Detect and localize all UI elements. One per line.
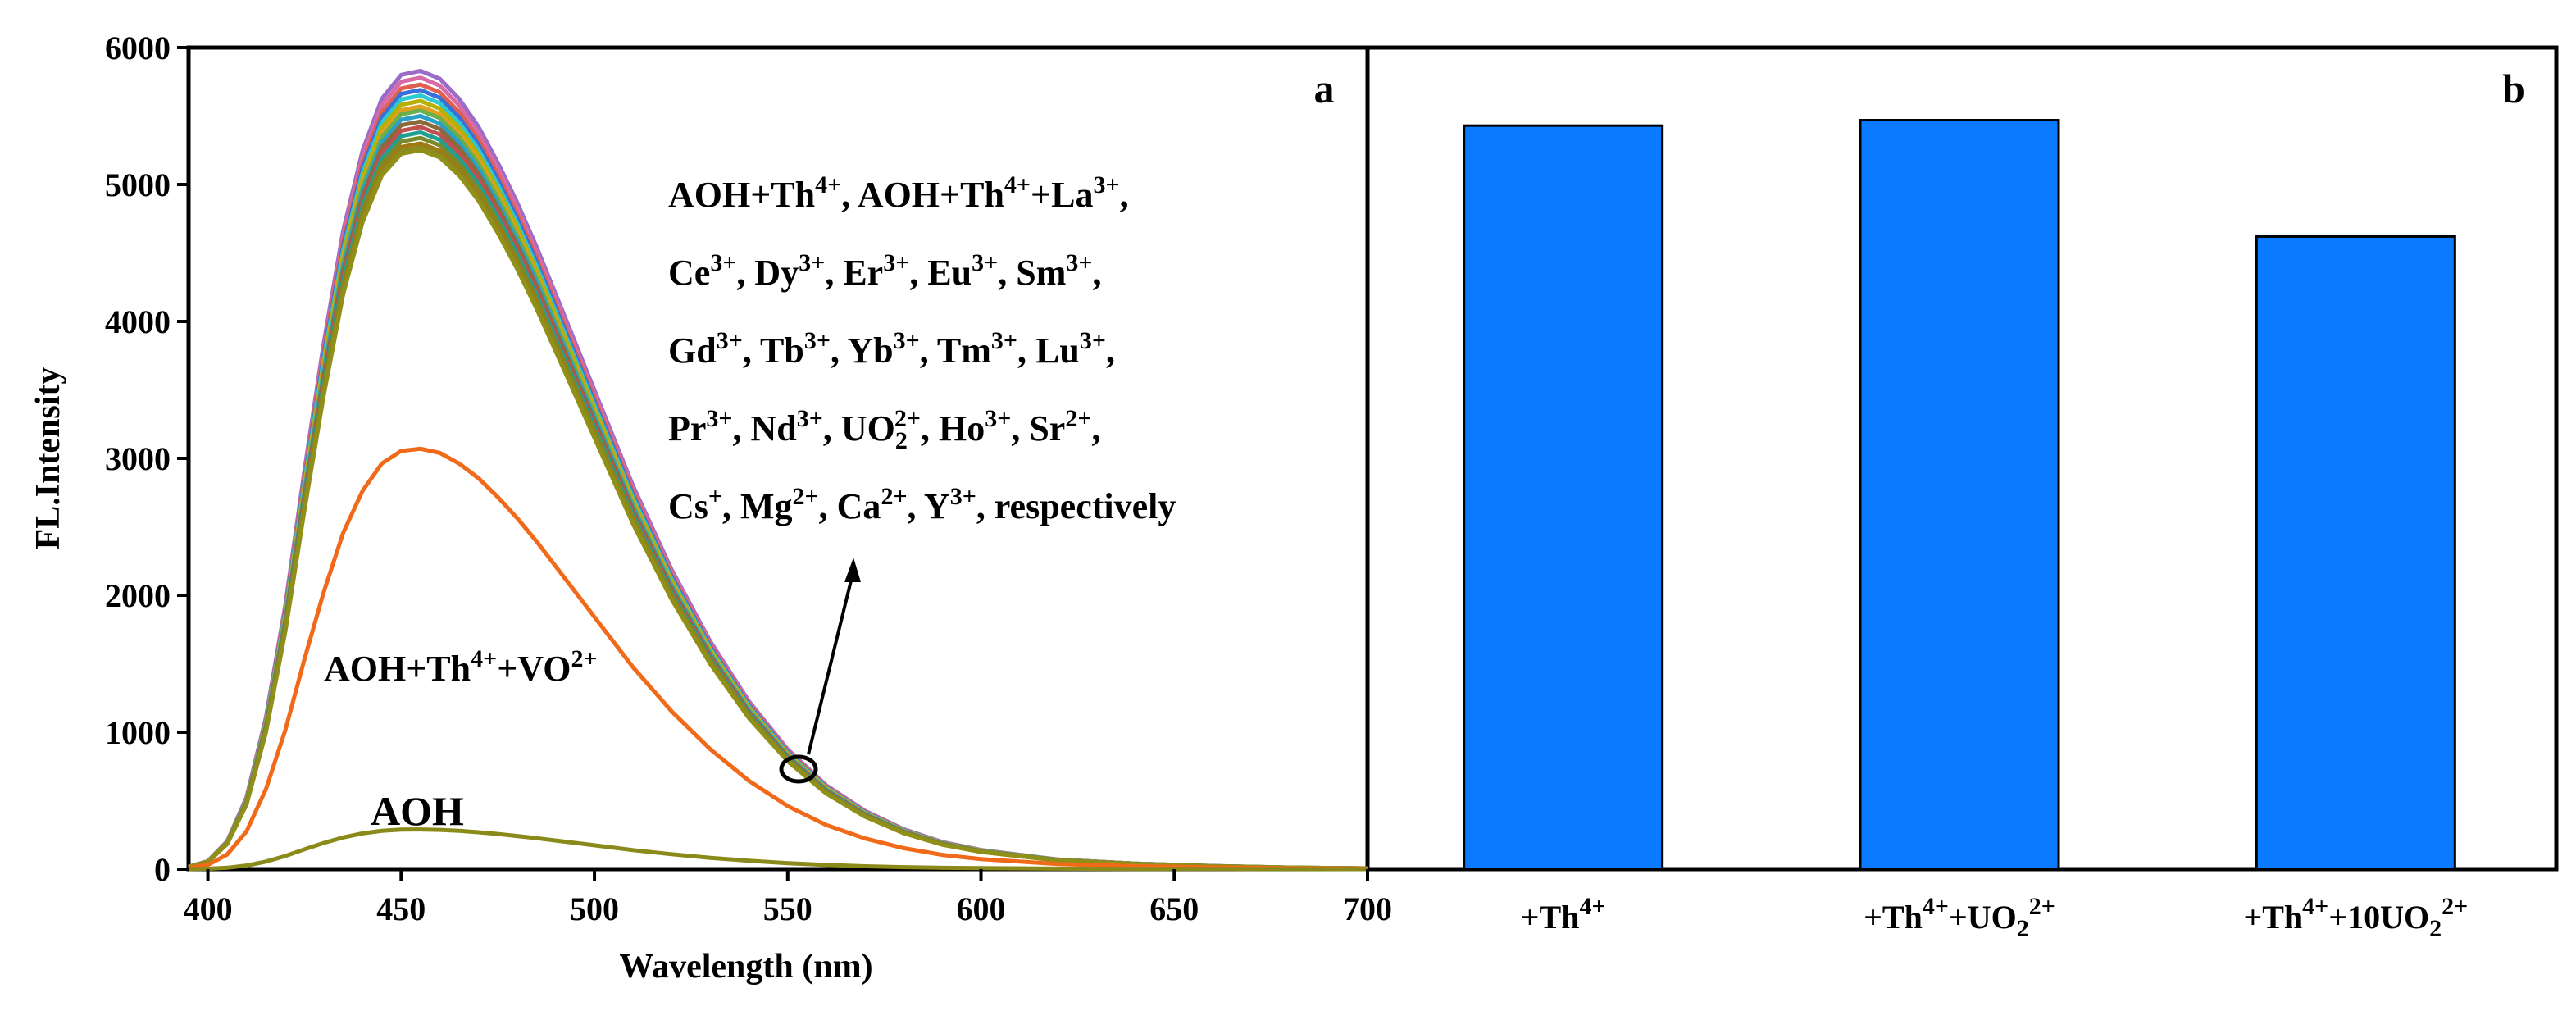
axes-layer-a: 400 450 500 550 600 650 700 0 1000 2000 3000 4000 50… bbox=[105, 30, 1392, 927]
x-tick-label: 650 bbox=[1149, 890, 1199, 927]
bar-category-label: +Th4++UO22+ bbox=[1864, 893, 2055, 942]
y-tick-label: 4000 bbox=[105, 303, 171, 340]
y-tick-label: 6000 bbox=[105, 30, 171, 66]
y-axis-label: FL.Intensity bbox=[30, 367, 67, 550]
y-tick-label: 3000 bbox=[105, 440, 171, 477]
callout-arrow-head bbox=[844, 558, 861, 582]
ion-list-line: Pr3+, Nd3+, UO22+, Ho3+, Sr2+, bbox=[668, 405, 1100, 454]
panel-label-b: b bbox=[2502, 66, 2525, 112]
annotation-vo: AOH+Th4++VO2+ bbox=[324, 645, 598, 689]
x-tick-label: 600 bbox=[957, 890, 1006, 927]
x-tick-label: 550 bbox=[763, 890, 812, 927]
spectrum-line-vo bbox=[188, 446, 1368, 871]
ion-list-line: Ce3+, Dy3+, Er3+, Eu3+, Sm3+, bbox=[668, 249, 1101, 293]
y-tick-label: 5000 bbox=[105, 166, 171, 203]
bar-category-label: +Th4++10UO22+ bbox=[2243, 893, 2468, 942]
bar bbox=[1463, 124, 1664, 871]
x-tick-label: 450 bbox=[376, 890, 426, 927]
bar bbox=[1859, 119, 2060, 871]
ion-list-annotation: AOH+Th4+, AOH+Th4++La3+, Ce3+, Dy3+, Er3+… bbox=[668, 171, 1176, 526]
bar-category-label: +Th4+ bbox=[1521, 893, 1606, 936]
y-tick-label: 0 bbox=[154, 851, 171, 888]
ion-list-line: Gd3+, Tb3+, Yb3+, Tm3+, Lu3+, bbox=[668, 327, 1115, 371]
x-tick-label: 700 bbox=[1343, 890, 1392, 927]
x-tick-label: 400 bbox=[184, 890, 233, 927]
y-tick-label: 1000 bbox=[105, 714, 171, 751]
bar-category-labels: +Th4+ +Th4++UO22+ +Th4++10UO22+ bbox=[1521, 893, 2468, 942]
annotation-aoh: AOH bbox=[371, 788, 464, 834]
spectrum-line bbox=[188, 148, 1368, 871]
bar-layer-b bbox=[1463, 119, 2456, 871]
panel-label-a: a bbox=[1314, 66, 1335, 112]
ion-list-line: AOH+Th4+, AOH+Th4++La3+, bbox=[668, 171, 1129, 215]
series-layer-a bbox=[188, 68, 1368, 872]
x-axis-label: Wavelength (nm) bbox=[619, 948, 872, 986]
callout-arrow-line bbox=[807, 573, 854, 755]
ion-list-line: Cs+, Mg2+, Ca2+, Y3+, respectively bbox=[668, 483, 1176, 526]
x-tick-label: 500 bbox=[570, 890, 619, 927]
callout-ellipse bbox=[779, 754, 818, 784]
bar bbox=[2255, 235, 2456, 871]
spectrum-line-aoh bbox=[188, 827, 1368, 872]
y-tick-label: 2000 bbox=[105, 577, 171, 614]
